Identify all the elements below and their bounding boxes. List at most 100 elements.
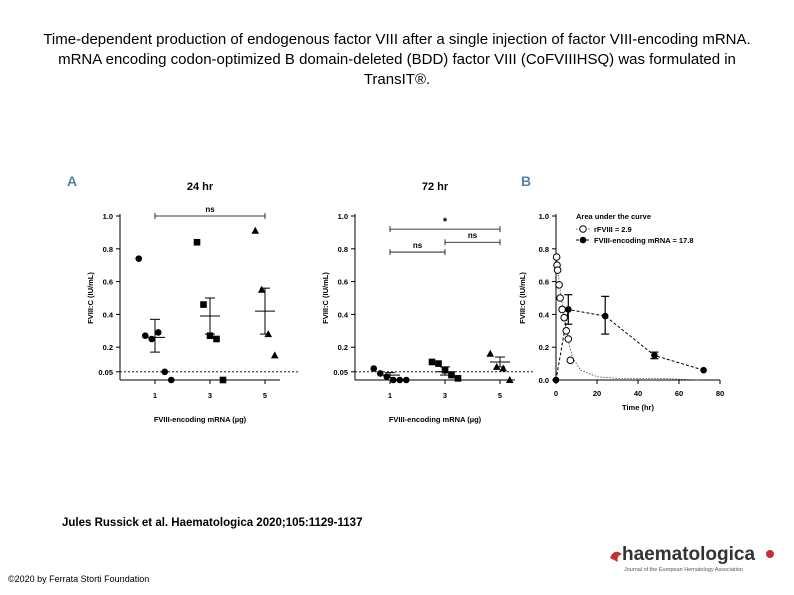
x-tick-label: 5 xyxy=(263,391,267,400)
y-tick-label: 0.4 xyxy=(539,310,550,319)
x-axis-label: FVIII-encoding mRNA (µg) xyxy=(154,415,247,424)
data-point xyxy=(505,376,514,383)
data-point xyxy=(370,365,378,372)
data-point xyxy=(396,376,404,384)
data-point xyxy=(376,370,384,377)
y-axis-label: FVIII:C (IU/mL) xyxy=(321,272,330,324)
data-point xyxy=(448,371,455,379)
rfviii-point xyxy=(560,313,569,322)
data-point xyxy=(135,255,143,262)
y-tick-label: 0.4 xyxy=(103,310,114,319)
x-tick-label: 20 xyxy=(593,389,601,398)
logo-subtext: Journal of the European Hematology Assoc… xyxy=(624,567,743,573)
x-tick-label: 1 xyxy=(388,391,392,400)
data-point xyxy=(148,335,156,343)
mrna-point xyxy=(601,312,609,320)
data-point xyxy=(402,376,410,384)
data-point xyxy=(167,376,175,384)
y-tick-label: 1.0 xyxy=(103,212,113,221)
rfviii-point xyxy=(553,266,562,274)
y-tick-label: 1.0 xyxy=(539,212,549,221)
significance-label: ns xyxy=(468,231,478,240)
significance-label: ns xyxy=(413,241,423,250)
data-point xyxy=(499,364,508,372)
logo-swirl-icon xyxy=(610,551,622,562)
rfviii-curve xyxy=(555,256,700,381)
journal-logo: haematologica Journal of the European He… xyxy=(610,544,774,573)
figure: A B 24 hr0.050.20.40.60.81.01 3 5FVIII-enc… xyxy=(67,173,724,424)
y-tick-label: 0.4 xyxy=(338,310,349,319)
chart-24hr: 24 hr 0.05 0.2 0.4 0.6 0.8 1.0 1 3 5 FVIII-encodin… xyxy=(86,181,300,424)
mrna-point xyxy=(552,376,560,384)
data-point xyxy=(193,238,201,246)
legend-label-rfviii: rFVIII = 2.9 xyxy=(594,225,632,234)
y-tick-label: 0.2 xyxy=(103,343,113,352)
y-tick-label: 0.05 xyxy=(98,368,113,377)
x-tick-label: 5 xyxy=(498,391,502,400)
panel-b-label: B xyxy=(521,173,531,189)
rfviii-point xyxy=(564,335,573,343)
data-point xyxy=(154,329,162,336)
x-tick-label: 40 xyxy=(634,389,642,398)
y-axis-label: FVIII:C (IU/mL) xyxy=(86,272,95,324)
rfviii-point xyxy=(556,294,564,302)
legend-marker-mrna xyxy=(579,236,587,244)
panel-a-label: A xyxy=(67,173,77,189)
logo-mark-icon xyxy=(766,550,774,558)
data-point xyxy=(257,285,266,293)
x-axis-label: Time (hr) xyxy=(622,403,654,412)
data-point xyxy=(383,373,391,381)
y-tick-label: 1.0 xyxy=(338,212,348,221)
data-point xyxy=(435,360,442,367)
citation: Jules Russick et al. Haematologica 2020;… xyxy=(62,517,363,529)
data-point xyxy=(454,375,462,382)
y-tick-label: 0.6 xyxy=(539,278,549,287)
data-point xyxy=(389,376,397,384)
y-tick-label: 0.8 xyxy=(103,245,113,254)
y-tick-label: 0.6 xyxy=(338,278,348,287)
slide-title: Time-dependent production of endogenous … xyxy=(43,31,751,88)
mrna-point xyxy=(565,306,572,313)
rfviii-point xyxy=(566,356,575,365)
legend-marker-rfviii xyxy=(579,225,587,233)
x-tick-label: 3 xyxy=(443,391,447,400)
x-tick-label: 0 xyxy=(554,389,558,398)
data-point xyxy=(251,226,260,234)
chart-72hr: 72 hr 0.05 0.2 0.4 0.6 0.8 1.0 1 3 5 FVIII-encodin… xyxy=(321,181,535,424)
data-point xyxy=(486,349,495,357)
mrna-point xyxy=(700,366,707,374)
rfviii-point xyxy=(552,253,561,261)
rfviii-point xyxy=(562,327,571,335)
y-tick-label: 0.2 xyxy=(539,343,549,352)
mrna-point xyxy=(651,352,658,359)
y-tick-label: 0.8 xyxy=(338,245,348,254)
data-point xyxy=(270,351,279,359)
data-point xyxy=(428,358,436,366)
data-point xyxy=(213,335,220,343)
legend-title: Area under the curve xyxy=(576,212,651,221)
chart-time-course: 0.0 0.2 0.4 0.6 0.8 1.0 0 20 40 60 80 Time (hr) FVII… xyxy=(518,212,724,412)
significance-label: * xyxy=(443,216,448,228)
x-axis-label: FVIII-encoding mRNA (µg) xyxy=(389,415,482,424)
logo-wordmark: haematologica xyxy=(622,544,755,565)
y-tick-label: 0.6 xyxy=(103,278,113,287)
x-tick-label: 1 xyxy=(153,391,157,400)
x-tick-label: 3 xyxy=(208,391,212,400)
y-tick-label: 0.8 xyxy=(539,245,549,254)
x-tick-label: 80 xyxy=(716,389,724,398)
y-tick-label: 0.2 xyxy=(338,343,348,352)
chart-title: 72 hr xyxy=(422,181,449,193)
y-axis-label: FVIII:C (IU/mL) xyxy=(518,272,527,324)
chart-title: 24 hr xyxy=(187,181,214,193)
data-point xyxy=(161,368,169,376)
data-point xyxy=(200,301,207,308)
data-point xyxy=(141,332,149,340)
legend-label-mrna: FVIII-encoding mRNA = 17.8 xyxy=(594,236,694,245)
significance-label: ns xyxy=(205,205,215,214)
mrna-line xyxy=(555,308,704,381)
data-point xyxy=(219,376,227,384)
y-tick-label: 0.0 xyxy=(539,376,549,385)
rfviii-point xyxy=(555,281,563,289)
data-point xyxy=(206,332,214,340)
copyright: ©2020 by Ferrata Storti Foundation xyxy=(8,574,150,584)
